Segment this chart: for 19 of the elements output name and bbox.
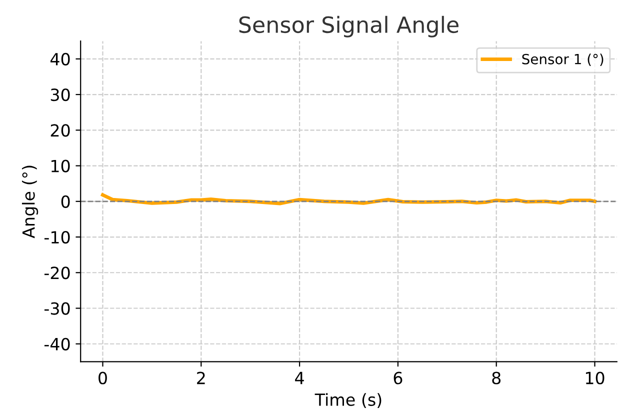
y-tick-label: 0 (61, 195, 70, 208)
x-tick-label: 2 (197, 372, 205, 384)
legend-label: Sensor 1 (°) (522, 54, 604, 66)
x-axis-title: Time (s) (314, 393, 382, 408)
y-tick-label: 10 (52, 160, 70, 172)
chart-title: Sensor Signal Angle (239, 16, 458, 38)
y-tick-label: -10 (44, 230, 70, 244)
y-tick-label: 30 (50, 88, 70, 102)
y-tick-label: -30 (44, 302, 70, 315)
y-tick-label: 40 (50, 52, 70, 66)
x-tick-label: 4 (295, 372, 304, 384)
x-tick-label: 0 (98, 372, 107, 384)
y-axis-title: Angle (°) (22, 166, 38, 238)
x-tick-label: 8 (492, 372, 501, 384)
y-tick-label: -20 (44, 266, 70, 280)
y-tick-label: -40 (44, 338, 70, 350)
x-tick-label: 10 (586, 372, 604, 384)
x-tick-label: 6 (394, 372, 402, 384)
y-tick-label: 20 (50, 124, 70, 137)
